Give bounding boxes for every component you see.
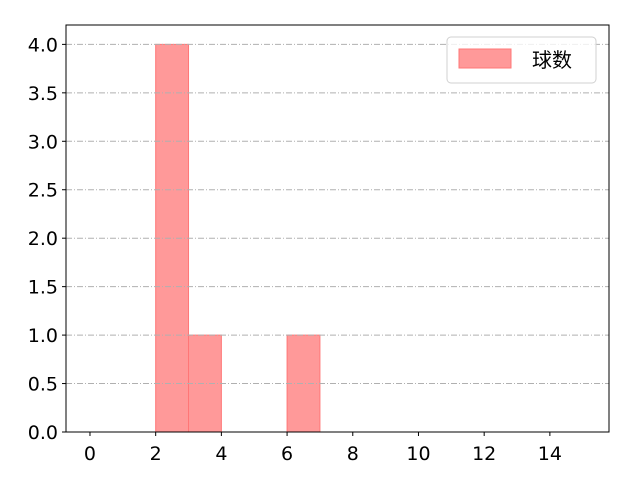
y-tick-label: 3.0	[28, 131, 58, 153]
x-tick-label: 0	[84, 443, 96, 465]
histogram-bar	[188, 334, 222, 433]
y-tick-label: 2.5	[28, 180, 58, 202]
legend: 球数	[446, 36, 597, 84]
y-tick-label: 2.0	[28, 228, 58, 250]
x-tick-label: 4	[215, 443, 227, 465]
x-tick-label: 10	[406, 443, 430, 465]
x-tick-label: 8	[347, 443, 359, 465]
x-tick-label: 14	[538, 443, 562, 465]
x-tick-label: 2	[150, 443, 162, 465]
y-tick-label: 0.0	[28, 422, 58, 444]
y-tick-label: 3.5	[28, 83, 58, 105]
y-tick-label: 4.0	[28, 34, 58, 56]
x-tick-label: 6	[281, 443, 293, 465]
x-tick-label: 12	[472, 443, 496, 465]
histogram-bar	[286, 334, 321, 433]
y-tick-label: 0.5	[28, 374, 58, 396]
legend-label: 球数	[532, 48, 572, 72]
plot-frame	[65, 24, 610, 433]
legend-swatch	[458, 48, 512, 69]
y-tick-label: 1.5	[28, 277, 58, 299]
histogram-bar	[155, 43, 190, 433]
y-tick-label: 1.0	[28, 325, 58, 347]
